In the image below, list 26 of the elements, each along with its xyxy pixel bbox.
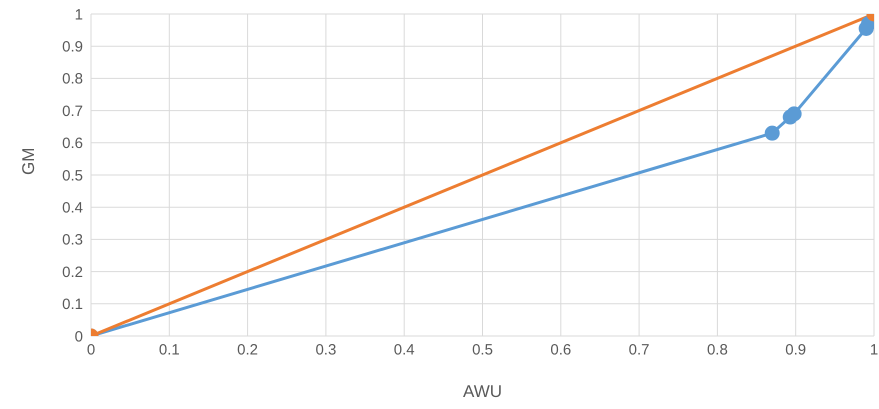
x-tick-label: 0.9 (785, 342, 806, 359)
y-tick-label: 0 (74, 328, 83, 346)
y-tick-label: 0.8 (62, 70, 83, 88)
point (764, 126, 780, 141)
point (786, 106, 802, 122)
y-tick-label: 0.4 (62, 200, 83, 217)
y-tick-label: 0.9 (62, 38, 83, 56)
y-tick-label: 0.1 (62, 296, 83, 314)
y-tick-label: 0.5 (62, 167, 83, 184)
x-tick-label: 0.2 (237, 342, 258, 359)
x-tick-label: 1 (870, 342, 878, 359)
y-tick-label: 0.7 (62, 102, 83, 120)
x-tick-label: 0 (86, 342, 96, 359)
y-tick-label: 1 (74, 6, 83, 24)
x-tick-label: 0.4 (394, 342, 415, 359)
x-axis-title: AWU (462, 382, 502, 401)
x-tick-label: 0.3 (315, 342, 336, 359)
y-tick-label: 0.6 (62, 135, 83, 152)
x-tick-label: 0.6 (550, 342, 572, 359)
y-tick-label: 0.2 (62, 264, 83, 281)
x-tick-label: 0.7 (628, 342, 650, 359)
x-tick-label: 0.8 (706, 342, 728, 359)
x-tick-label: 0.1 (158, 342, 180, 359)
x-tick-label: 0.5 (472, 342, 493, 359)
y-tick-label: 0.3 (62, 232, 83, 249)
y-axis-title: GM (19, 148, 38, 175)
